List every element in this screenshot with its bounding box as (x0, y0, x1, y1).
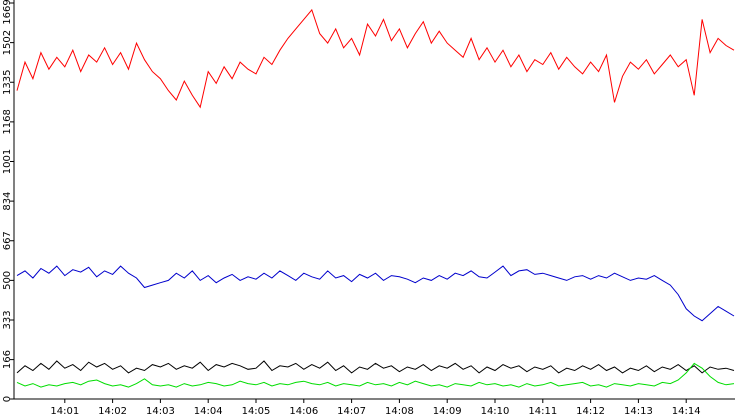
x-tick-label: 14:09 (433, 406, 462, 415)
x-tick-label: 14:12 (576, 406, 605, 415)
series-line (16, 362, 735, 388)
y-tick-label: 667 (2, 231, 13, 250)
x-tick-label: 14:02 (98, 406, 127, 415)
y-tick-label: 1001 (2, 149, 13, 174)
x-tick-label: 14:04 (194, 406, 223, 415)
y-tick-label: 834 (2, 192, 13, 211)
x-tick-label: 14:13 (624, 406, 653, 415)
y-tick-label: 333 (2, 310, 13, 329)
series-line (16, 265, 735, 322)
x-tick-label: 14:08 (385, 406, 414, 415)
y-tick-label: 166 (2, 350, 13, 369)
x-tick-label: 14:01 (50, 406, 79, 415)
series-line (16, 360, 735, 374)
x-tick-label: 14:07 (337, 406, 366, 415)
y-tick-label: 1335 (2, 70, 13, 95)
x-tick-label: 14:10 (481, 406, 510, 415)
series-line (16, 8, 735, 109)
x-tick-label: 14:14 (672, 406, 701, 415)
y-tick-label: 1669 (2, 0, 13, 25)
y-tick-label: 1168 (2, 109, 13, 134)
x-tick-label: 14:06 (289, 406, 318, 415)
y-tick-label: 500 (2, 271, 13, 290)
x-tick-label: 14:05 (242, 406, 271, 415)
y-tick-label: 0 (2, 396, 13, 402)
x-tick-label: 14:03 (146, 406, 175, 415)
x-tick-label: 14:11 (528, 406, 557, 415)
y-tick-label: 1502 (2, 30, 13, 55)
